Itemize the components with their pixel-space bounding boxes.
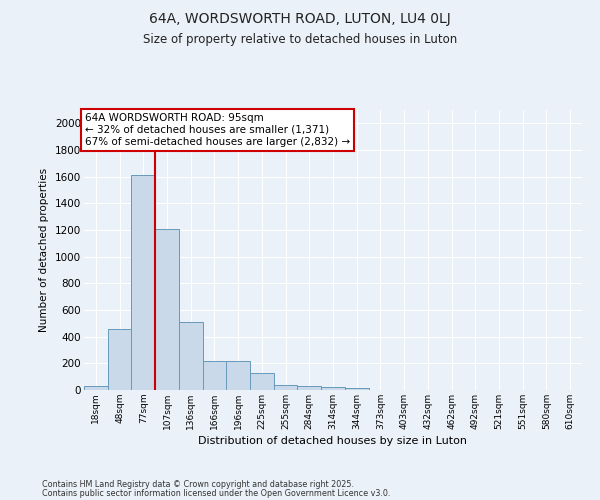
Text: Size of property relative to detached houses in Luton: Size of property relative to detached ho… [143,32,457,46]
X-axis label: Distribution of detached houses by size in Luton: Distribution of detached houses by size … [199,436,467,446]
Bar [226,362,250,390]
Text: 64A WORDSWORTH ROAD: 95sqm
← 32% of detached houses are smaller (1,371)
67% of s: 64A WORDSWORTH ROAD: 95sqm ← 32% of deta… [85,114,350,146]
Text: Contains HM Land Registry data © Crown copyright and database right 2025.: Contains HM Land Registry data © Crown c… [42,480,354,489]
Bar [250,374,274,390]
Bar [84,386,108,390]
Bar [345,388,368,390]
Bar [155,228,179,390]
Bar [321,388,345,390]
Bar [179,322,203,390]
Bar [131,176,155,390]
Bar [274,384,298,390]
Bar [298,386,321,390]
Text: 64A, WORDSWORTH ROAD, LUTON, LU4 0LJ: 64A, WORDSWORTH ROAD, LUTON, LU4 0LJ [149,12,451,26]
Bar [203,362,226,390]
Text: Contains public sector information licensed under the Open Government Licence v3: Contains public sector information licen… [42,489,391,498]
Y-axis label: Number of detached properties: Number of detached properties [40,168,49,332]
Bar [108,328,131,390]
